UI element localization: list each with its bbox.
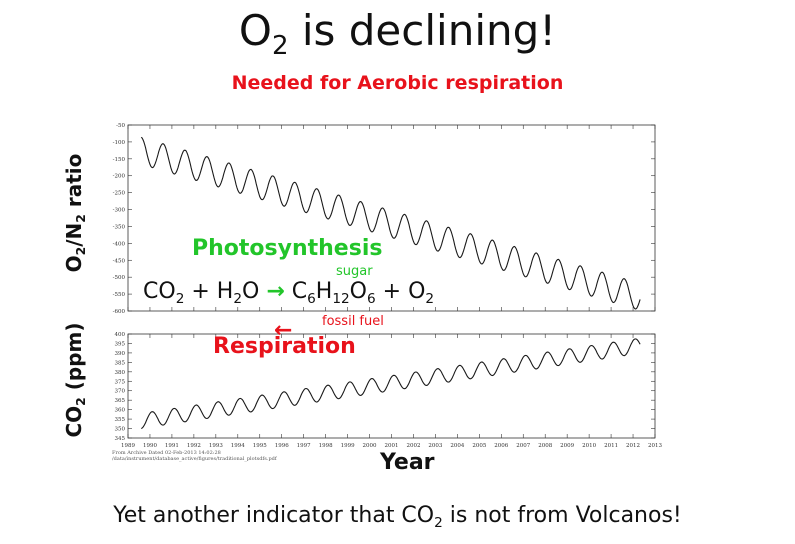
y-tick-label: 400: [115, 332, 126, 338]
x-tick-label: 1999: [341, 443, 355, 449]
x-tick-label: 1994: [231, 443, 245, 449]
x-tick-label: 2012: [626, 443, 640, 449]
y-tick-label: -550: [113, 292, 126, 298]
x-axis-label: Year: [380, 450, 435, 475]
y-tick-label: 385: [115, 360, 126, 366]
co2-series-line: [140, 338, 641, 430]
x-tick-label: 1989: [121, 443, 135, 449]
y-tick-label: 390: [115, 351, 126, 357]
o2-series-line: [140, 136, 641, 310]
fossil-fuel-label: fossil fuel: [322, 314, 384, 329]
x-tick-label: 1993: [209, 443, 223, 449]
left-arrow-icon: ←: [274, 318, 293, 343]
equation-text: + H: [184, 279, 234, 304]
y-tick-label: -50: [116, 123, 125, 129]
x-tick-label: 2013: [648, 443, 662, 449]
slide-subtitle: Needed for Aerobic respiration: [231, 72, 564, 94]
x-tick-label: 1997: [297, 443, 311, 449]
o2-axis-label: O2/N2 ratio: [61, 153, 89, 273]
x-tick-label: 2007: [516, 443, 530, 449]
y-tick-label: 360: [115, 408, 126, 414]
y-tick-label: -500: [113, 275, 126, 281]
right-arrow-icon: →: [266, 279, 285, 304]
x-tick-label: 2008: [538, 443, 552, 449]
slide-title: O2 is declining!: [238, 6, 557, 62]
y-tick-label: -350: [113, 224, 126, 230]
y-tick-label: -450: [113, 258, 126, 264]
x-tick-label: 2002: [406, 443, 420, 449]
x-tick-label: 2006: [494, 443, 508, 449]
x-tick-label: 2004: [450, 443, 464, 449]
equation-text: C: [284, 279, 308, 304]
plot-frame: [127, 333, 656, 439]
x-tick-label: 1991: [165, 443, 179, 449]
y-tick-label: 365: [115, 398, 126, 404]
equation-subscript: 12: [332, 290, 350, 307]
equation-subscript: 2: [425, 290, 435, 307]
y-tick-label: 350: [115, 427, 126, 433]
equation-subscript: 2: [233, 290, 242, 307]
y-tick-label: -200: [113, 174, 126, 180]
x-tick-label: 2001: [385, 443, 399, 449]
equation: CO2 + H2O → C6H12O6 + O2: [143, 279, 434, 307]
sugar-label: sugar: [336, 264, 373, 279]
y-tick-label: -400: [113, 241, 126, 247]
source-credit: From Archive Dated 02-Feb-2013 14:02:28/…: [112, 450, 277, 462]
equation-text: + O: [375, 279, 426, 304]
equation-text: O: [349, 279, 367, 304]
x-tick-label: 1998: [319, 443, 333, 449]
y-tick-label: -600: [113, 309, 126, 315]
equation-subscript: 6: [367, 290, 376, 307]
slide-caption: Yet another indicator that CO2 is not fr…: [113, 503, 682, 531]
equation-text: O: [242, 279, 267, 304]
equation-subscript: 6: [307, 290, 316, 307]
x-tick-label: 1990: [143, 443, 157, 449]
photosynthesis-label: Photosynthesis: [192, 236, 383, 261]
y-tick-label: -250: [113, 191, 126, 197]
y-tick-label: -300: [113, 208, 126, 214]
x-tick-label: 1992: [187, 443, 201, 449]
y-tick-label: 395: [115, 341, 126, 347]
y-tick-label: 380: [115, 370, 126, 376]
equation-text: H: [315, 279, 333, 304]
respiration-label: Respiration: [213, 334, 356, 359]
y-tick-label: -100: [113, 140, 126, 146]
x-tick-label: 2011: [604, 443, 618, 449]
y-tick-label: 355: [115, 417, 126, 423]
x-tick-label: 1996: [275, 443, 289, 449]
y-tick-label: 370: [115, 389, 126, 395]
y-tick-label: 375: [115, 379, 126, 385]
x-tick-label: 2009: [560, 443, 574, 449]
x-tick-label: 2003: [428, 443, 442, 449]
y-tick-label: -150: [113, 157, 126, 163]
x-tick-label: 2000: [363, 443, 377, 449]
x-tick-label: 2005: [472, 443, 486, 449]
co2-axis-label: CO2 (ppm): [61, 322, 89, 438]
equation-subscript: 2: [175, 290, 185, 307]
x-tick-label: 1995: [253, 443, 267, 449]
y-tick-label: 345: [115, 436, 126, 442]
equation-text: CO: [143, 279, 176, 304]
x-tick-label: 2010: [582, 443, 596, 449]
